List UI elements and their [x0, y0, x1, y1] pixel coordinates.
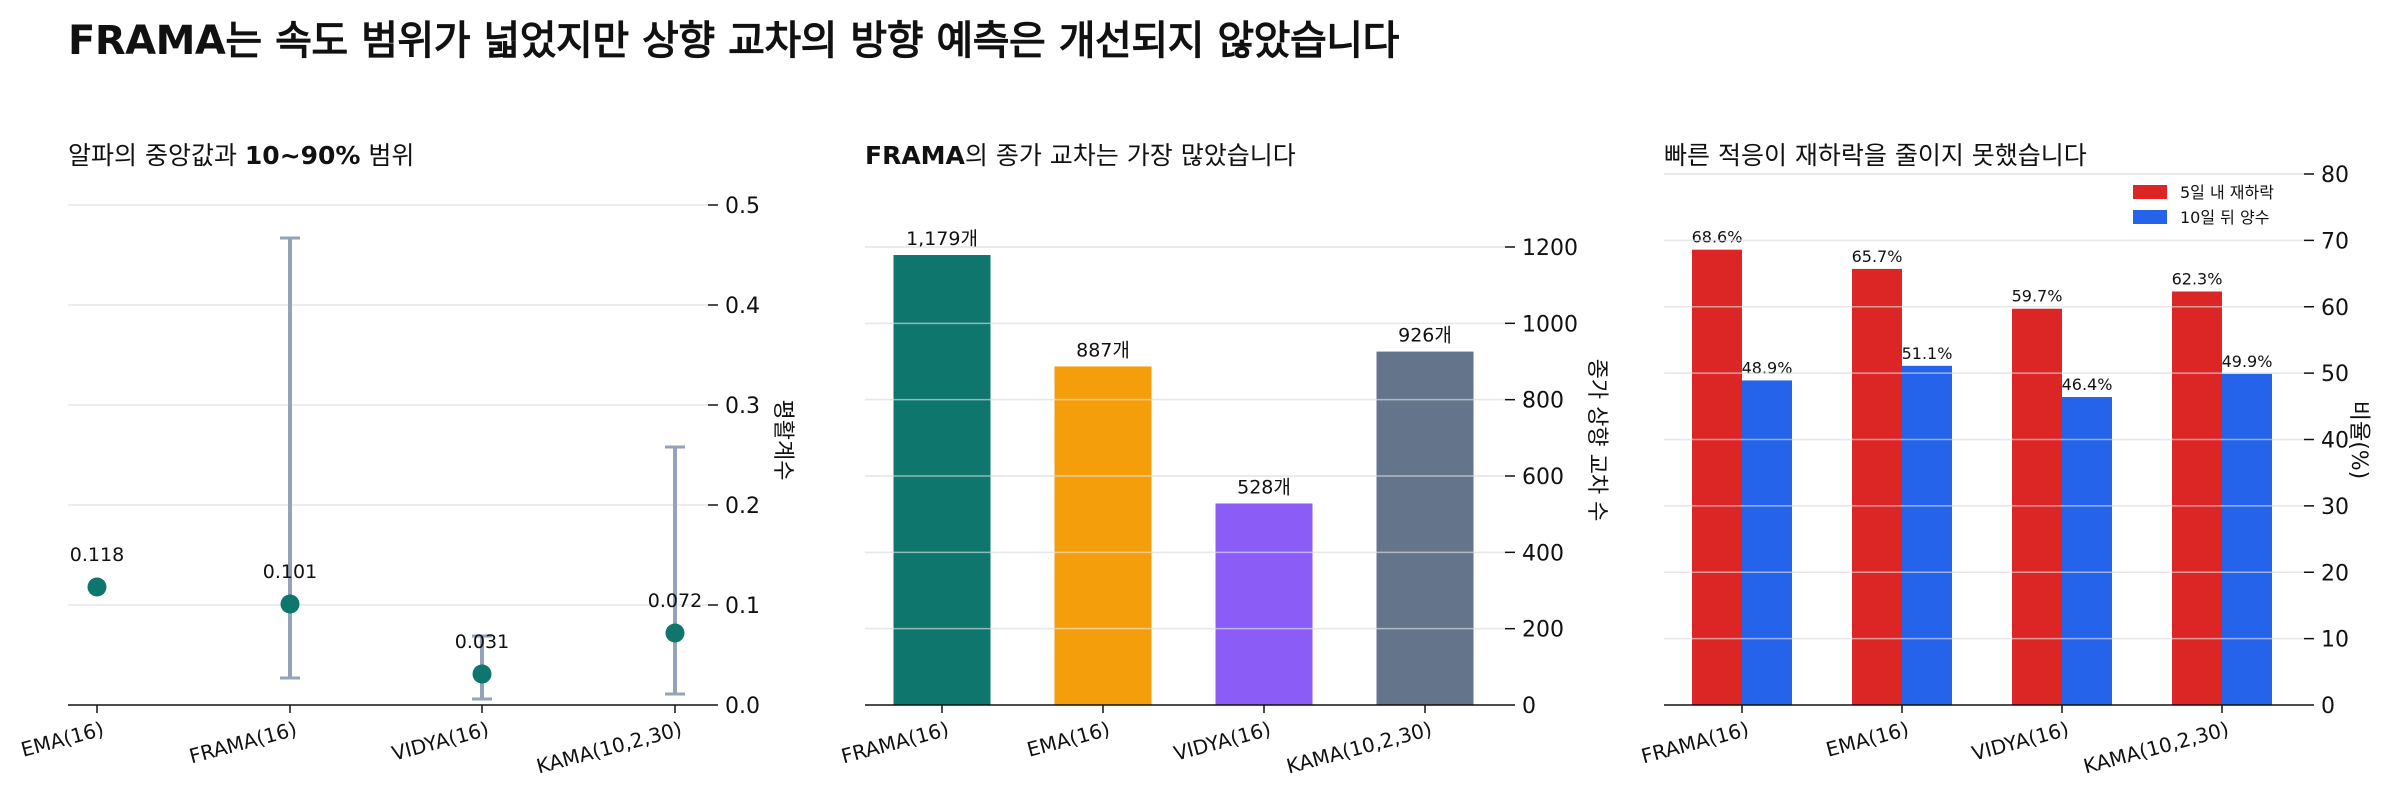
page-title: FRAMA는 속도 범위가 넓었지만 상향 교차의 방향 예측은 개선되지 않았… — [68, 18, 1399, 64]
y-tick-label: 400 — [1522, 541, 1564, 566]
panel1-title-bold: 10~90% — [244, 141, 361, 170]
bar-value-label: 887개 — [1076, 339, 1130, 361]
bar-value-label: 68.6% — [1692, 228, 1743, 247]
panel3-title-text: 빠른 적응이 재하락을 줄이지 못했습니다 — [1664, 141, 2087, 170]
bar-value-label: 1,179개 — [906, 228, 978, 250]
bar-value-label: 528개 — [1237, 476, 1291, 498]
y-tick-label: 30 — [2321, 495, 2349, 520]
x-tick-label: EMA(16) — [18, 717, 106, 762]
point-label: 0.072 — [648, 590, 702, 612]
x-tick-label: VIDYA(16) — [389, 717, 491, 766]
x-tick-label: EMA(16) — [1024, 717, 1112, 762]
bar-value-label: 65.7% — [1852, 247, 1903, 266]
y-tick-label: 0 — [2321, 694, 2335, 719]
x-tick-label: FRAMA(16) — [839, 717, 952, 769]
panel1-title-text-end: 범위 — [360, 141, 415, 170]
y-tick-label: 80 — [2321, 163, 2349, 188]
y-axis-label: 비율(%) — [2346, 401, 2371, 480]
panel2-title-bold: FRAMA — [865, 141, 965, 170]
panel2-title: FRAMA의 종가 교차는 가장 많았습니다 — [865, 136, 1296, 172]
y-tick-label: 50 — [2321, 362, 2349, 387]
y-tick-label: 0.1 — [725, 594, 760, 619]
y-axis-label: 종가 상향 교차 수 — [1584, 359, 1609, 522]
point-label: 0.101 — [263, 561, 317, 583]
panel2-title-text: 의 종가 교차는 가장 많았습니다 — [964, 141, 1296, 170]
bar-series-2 — [2062, 397, 2112, 705]
y-tick-label: 800 — [1522, 389, 1564, 414]
x-tick-label: KAMA(10,2,30) — [2081, 717, 2231, 779]
point-label: 0.031 — [455, 631, 509, 653]
y-tick-label: 0.4 — [725, 294, 760, 319]
bar-value-label: 51.1% — [1902, 344, 1953, 363]
panel1-title-text: 알파의 중앙값과 — [68, 141, 245, 170]
y-tick-label: 0.5 — [725, 194, 760, 219]
y-tick-label: 10 — [2321, 628, 2349, 653]
median-point — [280, 594, 300, 614]
y-tick-label: 20 — [2321, 561, 2349, 586]
bar-series-1 — [2012, 308, 2062, 705]
legend-label: 10일 뒤 양수 — [2180, 208, 2269, 227]
legend-swatch — [2133, 185, 2167, 199]
point-label: 0.118 — [70, 544, 124, 566]
x-tick-label: FRAMA(16) — [187, 717, 300, 769]
y-tick-label: 1000 — [1522, 312, 1578, 337]
bar — [1215, 503, 1313, 705]
x-tick-label: FRAMA(16) — [1639, 717, 1752, 769]
y-tick-label: 0.0 — [725, 694, 760, 719]
y-tick-label: 600 — [1522, 465, 1564, 490]
bar-value-label: 49.9% — [2222, 352, 2273, 371]
x-tick-label: EMA(16) — [1823, 717, 1911, 762]
bar — [1054, 366, 1152, 705]
legend-label: 5일 내 재하락 — [2180, 183, 2274, 202]
y-tick-label: 0.2 — [725, 494, 760, 519]
bar-series-2 — [1902, 365, 1952, 705]
median-point — [472, 664, 492, 684]
y-axis-label: 평활계수 — [770, 400, 795, 481]
bar-series-2 — [1742, 380, 1792, 705]
panel1-title: 알파의 중앙값과 10~90% 범위 — [68, 136, 414, 172]
x-tick-label: KAMA(10,2,30) — [534, 717, 684, 779]
bar-value-label: 62.3% — [2172, 269, 2223, 288]
y-tick-label: 70 — [2321, 229, 2349, 254]
y-tick-label: 200 — [1522, 618, 1564, 643]
x-tick-label: VIDYA(16) — [1969, 717, 2071, 766]
bar-value-label: 46.4% — [2062, 375, 2113, 394]
y-tick-label: 1200 — [1522, 236, 1578, 261]
x-tick-label: KAMA(10,2,30) — [1284, 717, 1434, 779]
bar — [893, 255, 991, 705]
bar — [1376, 351, 1474, 705]
y-tick-label: 60 — [2321, 296, 2349, 321]
y-tick-label: 40 — [2321, 429, 2349, 454]
bar-value-label: 48.9% — [1742, 358, 1793, 377]
panel3-title: 빠른 적응이 재하락을 줄이지 못했습니다 — [1664, 136, 2087, 172]
median-point — [665, 623, 685, 643]
legend-swatch — [2133, 210, 2167, 224]
bar-series-2 — [2222, 373, 2272, 705]
bar-value-label: 926개 — [1398, 325, 1452, 347]
bar-series-1 — [1852, 268, 1902, 705]
x-tick-label: VIDYA(16) — [1171, 717, 1273, 766]
median-point — [87, 577, 107, 597]
bar-value-label: 59.7% — [2012, 287, 2063, 306]
bar-series-1 — [1692, 249, 1742, 706]
bar-series-1 — [2172, 291, 2222, 705]
y-tick-label: 0.3 — [725, 394, 760, 419]
y-tick-label: 0 — [1522, 694, 1536, 719]
